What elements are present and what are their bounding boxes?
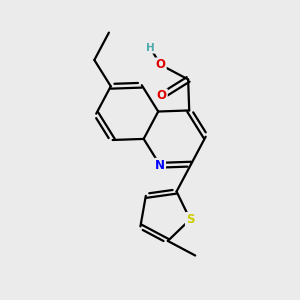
Text: S: S	[186, 213, 194, 226]
Text: O: O	[156, 58, 166, 71]
Text: H: H	[146, 43, 154, 53]
Text: N: N	[155, 159, 165, 172]
Text: O: O	[157, 89, 167, 102]
